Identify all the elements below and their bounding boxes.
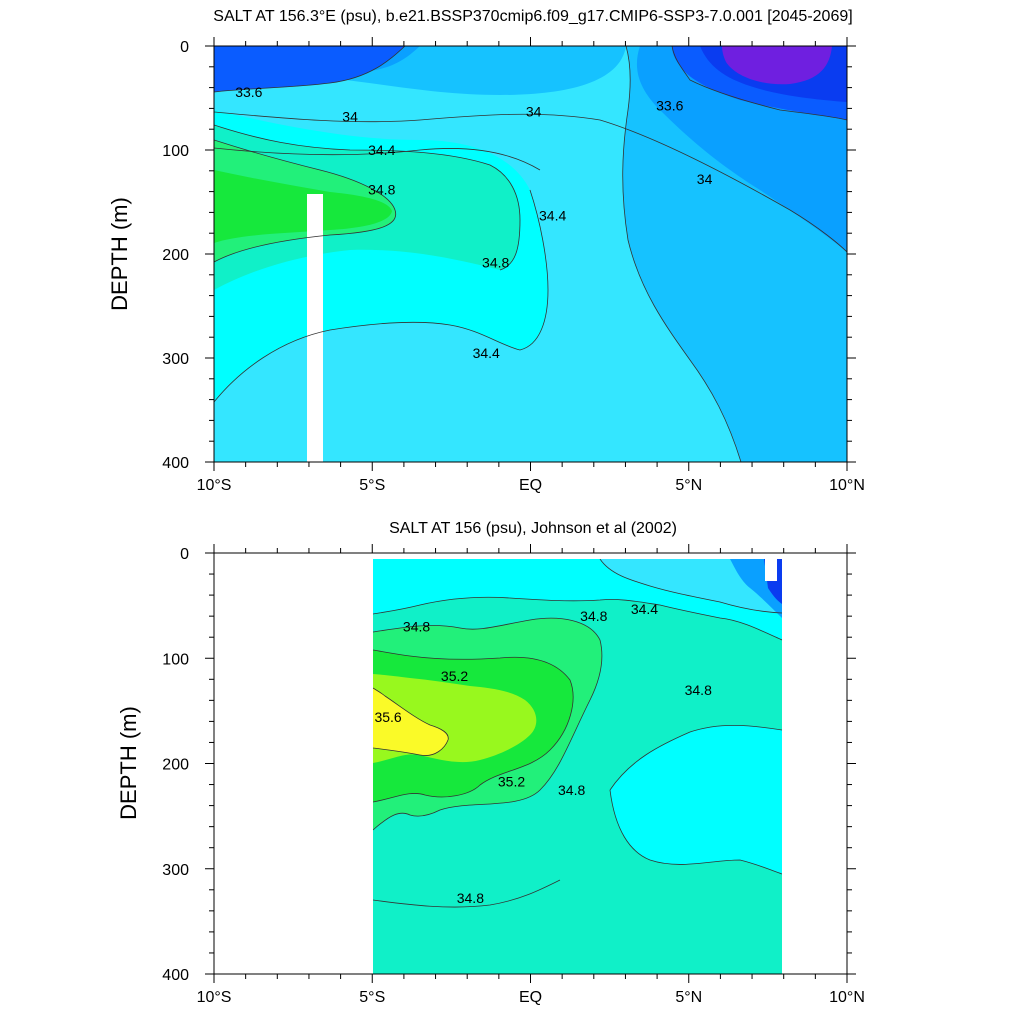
top-contour-label: 34	[342, 109, 358, 125]
top-panel-title: SALT AT 156.3°E (psu), b.e21.BSSP370cmip…	[213, 8, 852, 25]
top-x-tick-label: 10°S	[197, 477, 232, 494]
top-missing-data-strip	[307, 194, 323, 462]
bottom-x-tick-label: 10°S	[197, 989, 232, 1006]
top-x-tick-label: 10°N	[829, 477, 865, 494]
bottom-fill-35-6	[373, 688, 449, 756]
bottom-contour-label: 35.6	[374, 709, 401, 725]
bottom-y-axis-label: DEPTH (m)	[116, 706, 141, 820]
top-x-tick-label: 5°S	[359, 477, 385, 494]
bottom-panel-title: SALT AT 156 (psu), Johnson et al (2002)	[389, 520, 677, 537]
top-contour-label: 34.4	[539, 208, 566, 224]
top-contour-label: 34.8	[368, 182, 395, 198]
bottom-x-tick-label: 5°S	[359, 989, 385, 1006]
top-contour-label: 34.8	[482, 254, 509, 270]
top-x-ticks: 10°S 5°S EQ 5°N 10°N	[197, 37, 865, 494]
bottom-contour-label: 34.8	[558, 782, 585, 798]
bottom-missing-data-notch	[765, 559, 777, 581]
bottom-contour-lines	[373, 559, 782, 908]
bottom-x-ticks: 10°S 5°S EQ 5°N 10°N	[197, 544, 865, 1006]
top-y-tick-label: 400	[162, 455, 189, 472]
top-contour-field	[214, 46, 847, 462]
top-y-tick-label: 200	[162, 247, 189, 264]
top-contour-label: 34	[526, 104, 542, 120]
top-x-tick-label: EQ	[519, 477, 542, 494]
bottom-contour-label: 34.8	[685, 682, 712, 698]
bottom-y-tick-label: 100	[162, 651, 189, 668]
top-y-ticks: 0 100 200 300 400	[162, 39, 856, 472]
top-contour-label: 34	[697, 171, 713, 187]
top-contour-label: 34.4	[473, 345, 500, 361]
bottom-contour-label: 34.4	[631, 601, 658, 617]
bottom-x-tick-label: 10°N	[829, 989, 865, 1006]
top-contour-label: 33.6	[235, 84, 262, 100]
bottom-y-tick-label: 0	[180, 546, 189, 563]
bottom-contour-field	[373, 559, 782, 974]
bottom-y-tick-label: 400	[162, 967, 189, 984]
top-contour-label: 34.4	[368, 142, 395, 158]
bottom-contour-labels: 34.8 34.8 34.4 35.2 34.8 35.6 35.2 34.8 34.8	[374, 601, 712, 906]
bottom-contour-label: 34.8	[403, 619, 430, 635]
top-y-tick-label: 100	[162, 143, 189, 160]
bottom-x-tick-label: 5°N	[675, 989, 702, 1006]
bottom-y-ticks: 0 100 200 300 400	[162, 546, 856, 984]
bottom-x-tick-label: EQ	[519, 989, 542, 1006]
top-y-tick-label: 300	[162, 351, 189, 368]
bottom-contour-label: 34.8	[580, 608, 607, 624]
top-fill-33-6-upper	[214, 46, 405, 92]
bottom-y-tick-label: 300	[162, 862, 189, 879]
bottom-fill-34-6-deep	[610, 725, 782, 874]
top-x-tick-label: 5°N	[675, 477, 702, 494]
bottom-panel: SALT AT 156 (psu), Johnson et al (2002)	[116, 520, 865, 1006]
bottom-contour-label: 35.2	[498, 773, 525, 789]
bottom-contour-label: 35.2	[441, 668, 468, 684]
top-panel: SALT AT 156.3°E (psu), b.e21.BSSP370cmip…	[107, 8, 865, 494]
top-contour-labels: 33.6 34 34 33.6 34.4 34 34.8 34.4 34.8 34.4	[235, 84, 712, 361]
top-contour-lines	[214, 46, 847, 462]
top-fill-33-2-core	[722, 46, 832, 85]
bottom-y-tick-label: 200	[162, 757, 189, 774]
top-y-tick-label: 0	[180, 39, 189, 56]
bottom-contour-label: 34.8	[457, 890, 484, 906]
top-y-axis-label: DEPTH (m)	[107, 197, 132, 311]
bottom-fill-34-4	[600, 559, 782, 613]
top-contour-label: 33.6	[656, 97, 683, 113]
top-fill-35-2-core	[214, 170, 392, 243]
